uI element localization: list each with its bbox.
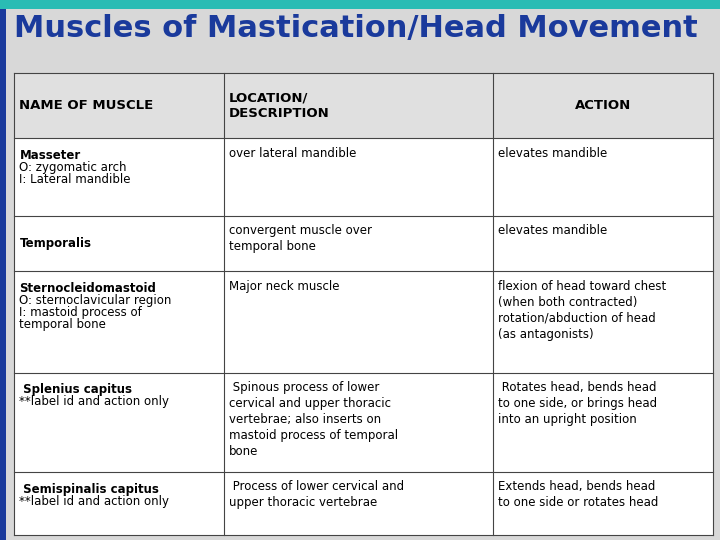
Text: convergent muscle over
temporal bone: convergent muscle over temporal bone xyxy=(229,224,372,253)
Bar xyxy=(0,9,6,540)
Text: temporal bone: temporal bone xyxy=(19,318,107,331)
Text: Masseter: Masseter xyxy=(19,149,81,162)
Text: LOCATION/
DESCRIPTION: LOCATION/ DESCRIPTION xyxy=(229,91,330,120)
Text: elevates mandible: elevates mandible xyxy=(498,224,607,237)
Text: Process of lower cervical and
upper thoracic vertebrae: Process of lower cervical and upper thor… xyxy=(229,481,404,509)
Text: elevates mandible: elevates mandible xyxy=(498,147,607,160)
Text: over lateral mandible: over lateral mandible xyxy=(229,147,356,160)
Text: Temporalis: Temporalis xyxy=(19,237,91,250)
Text: O: zygomatic arch: O: zygomatic arch xyxy=(19,161,127,174)
Text: NAME OF MUSCLE: NAME OF MUSCLE xyxy=(19,99,153,112)
Text: Major neck muscle: Major neck muscle xyxy=(229,280,339,293)
Bar xyxy=(14,73,713,535)
Text: **label id and action only: **label id and action only xyxy=(19,395,169,408)
Text: Sternocleidomastoid: Sternocleidomastoid xyxy=(19,282,156,295)
Text: Muscles of Mastication/Head Movement: Muscles of Mastication/Head Movement xyxy=(14,14,698,43)
Bar xyxy=(0,0,720,9)
Text: Spinous process of lower
cervical and upper thoracic
vertebrae; also inserts on
: Spinous process of lower cervical and up… xyxy=(229,381,398,458)
Text: Extends head, bends head
to one side or rotates head: Extends head, bends head to one side or … xyxy=(498,481,658,509)
Text: Splenius capitus: Splenius capitus xyxy=(19,383,132,396)
Text: I: mastoid process of: I: mastoid process of xyxy=(19,306,142,319)
Text: I: Lateral mandible: I: Lateral mandible xyxy=(19,173,131,186)
Text: O: sternoclavicular region: O: sternoclavicular region xyxy=(19,294,172,307)
Text: Semispinalis capitus: Semispinalis capitus xyxy=(19,483,159,496)
Bar xyxy=(14,73,713,138)
Text: ACTION: ACTION xyxy=(575,99,631,112)
Text: flexion of head toward chest
(when both contracted)
rotation/abduction of head
(: flexion of head toward chest (when both … xyxy=(498,280,666,341)
Text: **label id and action only: **label id and action only xyxy=(19,495,169,508)
Text: Rotates head, bends head
to one side, or brings head
into an upright position: Rotates head, bends head to one side, or… xyxy=(498,381,657,426)
